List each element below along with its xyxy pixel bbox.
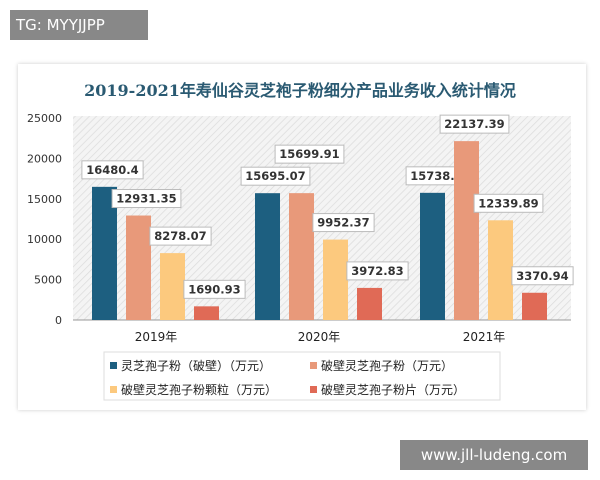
x-tick-label: 2021年 — [463, 330, 506, 344]
bar — [454, 141, 479, 320]
data-label-box — [312, 213, 375, 233]
y-tick-label: 20000 — [27, 152, 62, 165]
bar — [323, 239, 348, 320]
bar — [357, 287, 382, 320]
data-label-box — [439, 114, 510, 134]
bar — [289, 193, 314, 320]
data-label: 12339.89 — [478, 196, 538, 210]
data-label-box — [346, 261, 409, 281]
bar — [194, 306, 219, 320]
x-tick-label: 2020年 — [298, 330, 341, 344]
legend-swatch — [110, 362, 117, 369]
bar — [420, 192, 445, 320]
data-label-box — [111, 189, 182, 209]
data-label: 15699.91 — [279, 147, 339, 161]
bar — [160, 253, 185, 320]
data-label-box — [274, 144, 345, 164]
data-label: 3370.94 — [516, 269, 568, 283]
chart-title: 2019-2021年寿仙谷灵芝袍子粉细分产品业务收入统计情况 — [84, 81, 516, 100]
data-label-box — [81, 160, 144, 180]
legend-swatch — [110, 386, 117, 393]
data-label: 15695.07 — [245, 169, 305, 183]
y-tick-label: 10000 — [27, 233, 62, 246]
data-label-box — [149, 226, 212, 246]
data-label: 22137.39 — [444, 117, 504, 131]
y-tick-label: 0 — [55, 314, 62, 327]
data-label-box — [511, 266, 574, 286]
watermark-bottom-right: www.jll-ludeng.com — [400, 440, 588, 470]
bar — [126, 215, 151, 320]
bar — [92, 186, 117, 320]
legend-swatch — [310, 362, 317, 369]
data-label: 16480.4 — [86, 163, 138, 177]
bar — [522, 292, 547, 320]
data-label: 1690.93 — [188, 282, 240, 296]
data-label-box — [240, 166, 311, 186]
watermark-top-left: TG: MYYJJPP — [10, 10, 148, 40]
bar — [255, 193, 280, 320]
y-tick-label: 15000 — [27, 193, 62, 206]
x-tick-label: 2019年 — [135, 330, 178, 344]
data-label: 8278.07 — [154, 229, 206, 243]
y-tick-label: 5000 — [34, 274, 62, 287]
data-label-box — [183, 279, 246, 299]
data-label: 12931.35 — [116, 192, 176, 206]
bar — [488, 220, 513, 320]
y-tick-label: 25000 — [27, 112, 62, 125]
data-label: 9952.37 — [317, 216, 369, 230]
legend-label: 破壁灵芝孢子粉颗粒（万元） — [121, 382, 277, 397]
legend-label: 破壁灵芝孢子粉片（万元） — [321, 382, 465, 397]
legend-label: 灵芝孢子粉（破壁）（万元） — [121, 358, 271, 373]
legend — [103, 351, 501, 401]
legend-swatch — [310, 386, 317, 393]
legend-label: 破壁灵芝孢子粉（万元） — [321, 358, 453, 373]
data-label: 3972.83 — [351, 264, 403, 278]
data-label-box — [473, 193, 544, 213]
